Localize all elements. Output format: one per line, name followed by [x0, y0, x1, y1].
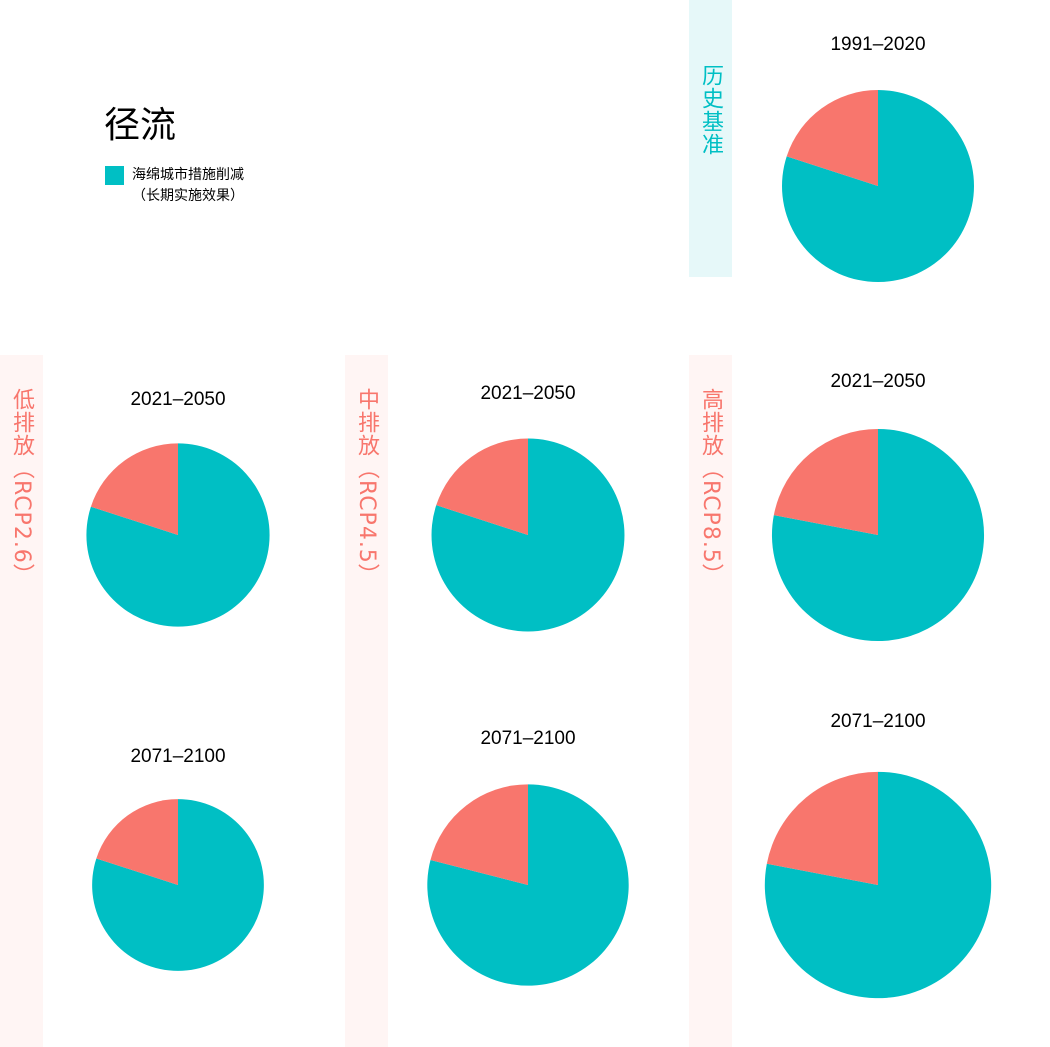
pie-slice-main [431, 438, 625, 632]
pie-slice-reduction [96, 799, 178, 885]
pie-chart: 1991–2020 [782, 34, 975, 282]
pie-title: 2071–2100 [830, 711, 925, 732]
band-label-historical: 历史基准 [698, 64, 723, 156]
pie-slice-reduction [766, 771, 878, 885]
pie-chart: 2071–2100 [427, 728, 629, 986]
pie-slice-main [92, 799, 264, 971]
pie-chart: 2021–2050 [431, 383, 625, 632]
pie-chart: 2071–2100 [764, 711, 992, 999]
pie-slice-reduction [90, 443, 178, 535]
pie-title: 2021–2050 [480, 383, 575, 404]
band-low-emission: 低排放（RCP2.6） [0, 355, 43, 1047]
pie-slice-reduction [436, 438, 528, 535]
pie-slice-reduction [786, 90, 878, 186]
pie-chart: 2021–2050 [771, 371, 985, 642]
pie-title: 2071–2100 [130, 746, 225, 767]
pie-title: 2021–2050 [130, 389, 225, 410]
band-historical: 历史基准 [689, 0, 732, 277]
pie-chart: 2021–2050 [86, 389, 270, 627]
pie-slice-main [764, 771, 992, 999]
legend-label: 海绵城市措施削减 （长期实施效果） [132, 167, 244, 204]
band-high-emission: 高排放（RCP8.5） [689, 355, 732, 1047]
pie-slice-reduction [773, 428, 878, 535]
band-label-low-emission: 低排放（RCP2.6） [9, 388, 34, 587]
band-label-mid-emission: 中排放（RCP4.5） [354, 388, 379, 587]
pie-chart: 2071–2100 [92, 746, 264, 971]
chart-title: 径流 [104, 105, 177, 146]
pie-slice-reduction [430, 784, 528, 885]
pie-title: 2021–2050 [830, 371, 925, 392]
pie-title: 2071–2100 [480, 728, 575, 749]
band-mid-emission: 中排放（RCP4.5） [345, 355, 388, 1047]
band-label-high-emission: 高排放（RCP8.5） [698, 388, 723, 587]
legend-swatch [105, 166, 124, 185]
pie-title: 1991–2020 [830, 34, 925, 55]
